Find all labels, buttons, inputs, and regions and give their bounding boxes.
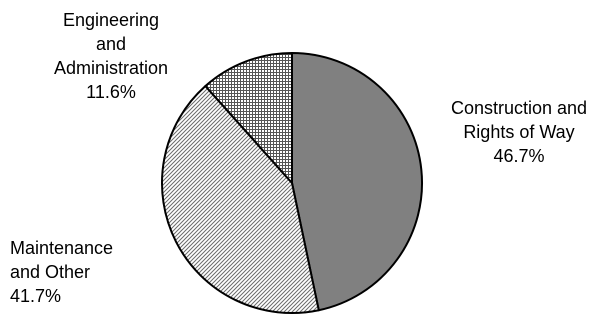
label-construction-line2: Rights of Way xyxy=(463,122,575,142)
pie-slice-2 xyxy=(204,52,293,184)
label-construction: Construction and Rights of Way 46.7% xyxy=(436,96,602,168)
label-engineering-line3: Administration xyxy=(53,58,169,78)
label-maintenance-percent: 41.7% xyxy=(10,286,62,306)
label-engineering-line1: Engineering xyxy=(62,10,160,30)
label-construction-percent: 46.7% xyxy=(493,146,545,166)
label-maintenance-line2: and Other xyxy=(10,262,91,282)
label-maintenance: Maintenance and Other 41.7% xyxy=(10,236,150,308)
label-construction-line1: Construction and xyxy=(450,98,588,118)
label-engineering-percent: 11.6% xyxy=(86,82,136,102)
label-maintenance-line1: Maintenance xyxy=(10,238,114,258)
pie-slice-0 xyxy=(291,52,424,312)
pie-slice-1 xyxy=(161,85,320,314)
label-engineering-line2: and xyxy=(95,34,127,54)
label-engineering: Engineering and Administration 11.6% xyxy=(36,8,186,104)
